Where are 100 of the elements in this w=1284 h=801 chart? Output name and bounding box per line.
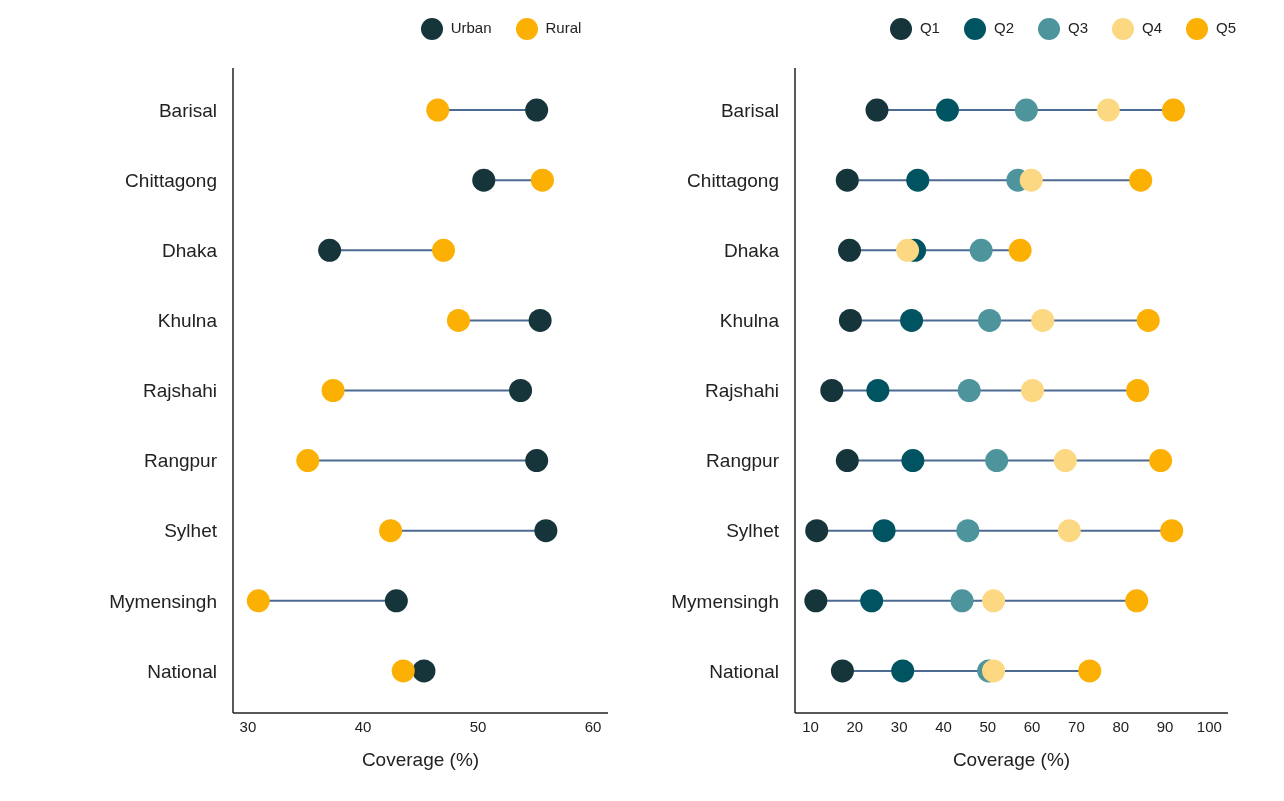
point [530,168,554,192]
point [1126,379,1150,402]
point [901,449,925,473]
point [426,98,450,122]
x-tick-label: 80 [1112,717,1130,735]
y-tick-label: Mymensingh [671,590,779,612]
point [969,238,993,262]
point [1129,168,1153,192]
point [838,308,862,332]
point [906,168,930,192]
y-tick-label: Dhaka [724,240,780,262]
point [525,449,549,473]
point [525,98,549,122]
y-tick-label: Mymensingh [109,590,217,612]
point [1053,449,1077,473]
point [296,449,320,473]
x-tick-label: 50 [979,717,997,735]
x-tick-label: 30 [239,717,257,735]
point [1019,168,1043,192]
y-tick-label: Khulna [719,310,780,332]
y-tick-label: Rangpur [144,450,218,472]
point [900,308,924,332]
y-tick-label: Khulna [157,310,218,332]
x-tick-label: 60 [1023,717,1041,735]
x-tick-label: 70 [1068,717,1085,735]
point [935,98,959,122]
y-tick-label: Rangpur [706,450,780,472]
point [835,449,859,473]
point [1014,98,1038,122]
point [978,308,1002,332]
point [1160,519,1184,543]
y-tick-label: Rajshahi [705,380,779,402]
point [432,238,456,262]
x-tick-label: 40 [354,717,372,735]
y-tick-label: National [147,660,217,682]
point [246,589,270,613]
y-tick-label: Chittagong [125,169,217,191]
point [985,449,1009,473]
point [872,519,896,543]
legend-label: Q2 [993,19,1014,37]
y-tick-label: Barisal [158,99,217,121]
x-axis-title: Coverage (%) [361,749,480,770]
y-tick-label: Chittagong [687,169,779,191]
x-tick-label: 90 [1156,717,1174,735]
point [860,589,884,613]
point [1096,98,1120,122]
point [805,519,829,543]
x-tick-label: 100 [1196,717,1222,735]
x-tick-label: 60 [584,717,602,735]
legend-label: Q4 [1142,19,1163,37]
point [412,659,436,683]
point [384,589,408,613]
point [804,589,828,613]
point [835,168,859,192]
point [865,98,889,122]
point [472,168,496,192]
point [950,589,974,613]
x-tick-label: 50 [469,717,487,735]
point [1078,659,1102,683]
legend-label: Urban [450,19,492,37]
x-tick-label: 10 [802,717,819,735]
point [534,519,558,543]
point [982,659,1006,683]
point [1031,308,1055,332]
y-tick-label: Sylhet [164,520,218,542]
point [1149,449,1173,473]
point [1008,238,1032,262]
point [838,238,862,262]
point [820,379,844,402]
point [379,519,403,543]
x-tick-label: 40 [935,717,952,735]
x-axis-title: Coverage (%) [952,749,1071,770]
point [1136,308,1160,332]
y-tick-label: Rajshahi [143,380,217,402]
point [957,379,981,402]
y-tick-label: Sylhet [726,520,780,542]
y-tick-label: Dhaka [162,240,218,262]
legend-label: Q1 [919,19,940,37]
point [1057,519,1081,543]
point [866,379,890,402]
point [830,659,854,683]
legend-label: Rural [545,19,582,37]
point [321,379,345,402]
point [896,238,920,262]
point [1161,98,1185,122]
point [1021,379,1045,402]
y-tick-label: National [709,660,779,682]
legend-label: Q5 [1216,19,1237,37]
point [446,308,470,332]
point [891,659,915,683]
y-tick-label: Barisal [720,99,779,121]
point [318,238,342,262]
point [391,659,415,683]
point [982,589,1006,613]
x-tick-label: 20 [846,717,864,735]
point [1125,589,1149,613]
legend-label: Q3 [1067,19,1088,37]
point [528,308,552,332]
point [509,379,533,402]
x-tick-label: 30 [890,717,908,735]
